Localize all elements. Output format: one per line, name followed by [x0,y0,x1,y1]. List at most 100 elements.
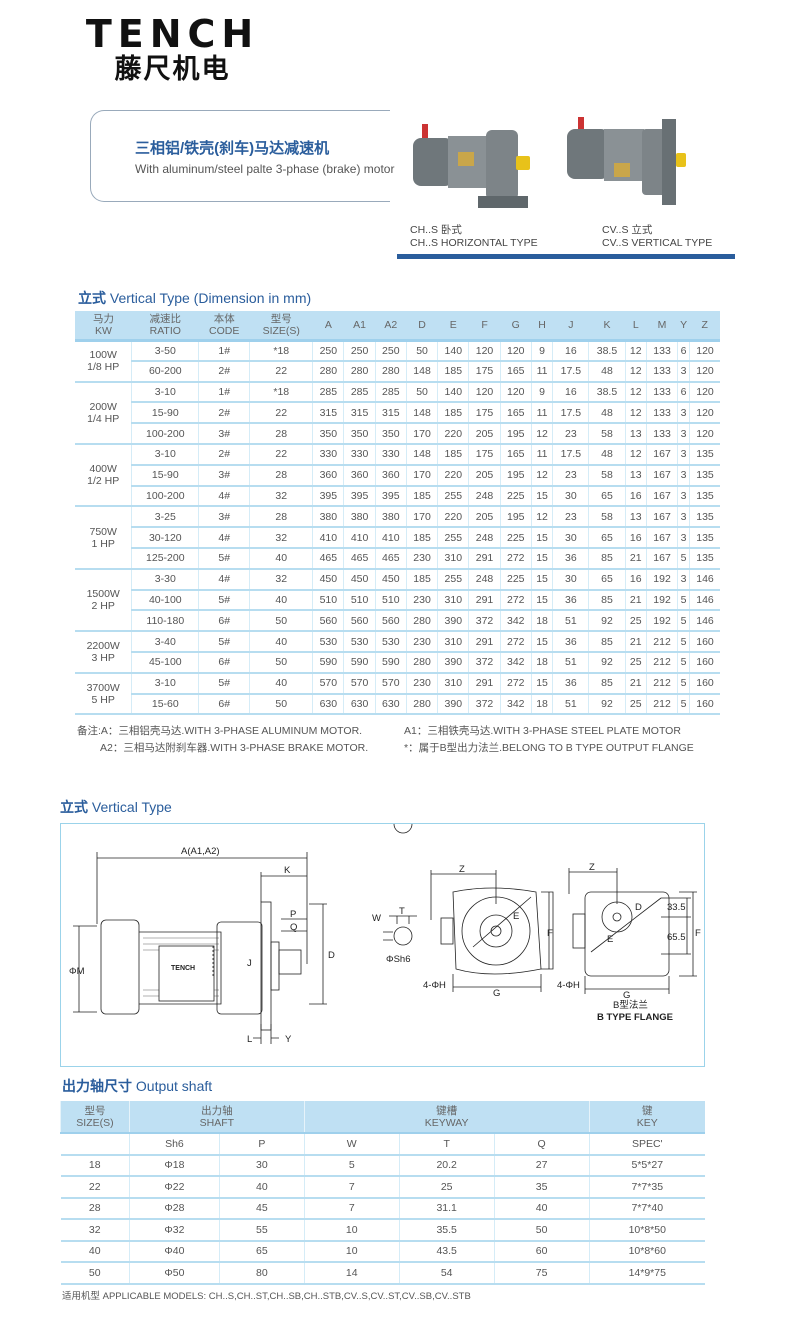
table-cell: 5 [303,1154,400,1177]
table-cell: 165 [499,402,532,425]
table-cell: 380 [343,506,376,529]
table-cell: 330 [343,443,376,466]
table-cell: 225 [499,527,532,549]
table-cell: 185 [405,568,438,591]
power-cell: 2200W 3 HP [75,631,132,674]
table-cell: 12 [624,381,647,404]
table-cell: 5 [677,672,690,695]
table-cell: 120 [499,340,532,362]
table-cell: 133 [645,360,678,383]
table-cell: 133 [645,340,678,362]
table-cell: 17.5 [552,443,589,466]
table-cell: 510 [374,589,407,612]
vertical-caption: CV..S 立式 CV..S VERTICAL TYPE [602,224,712,250]
table-cell: 120 [468,340,501,362]
table-cell: 22 [249,402,313,425]
label-a: A(A1,A2) [181,846,220,857]
table-cell: 12 [530,506,553,529]
table-cell: 6 [677,381,690,404]
table-cell: 530 [312,631,344,653]
banner-frame [90,110,390,202]
table-cell: 15 [530,485,553,508]
table-cell: 12 [624,443,647,466]
table-cell: 25 [398,1176,495,1199]
note-a: 备注:A：三相铝壳马达.WITH 3-PHASE ALUMINUM MOTOR. [77,725,363,737]
diagram-title: 立式 Vertical Type [60,797,172,817]
table-cell: 465 [343,547,376,570]
table-cell: 3 [677,402,690,425]
table-cell: 140 [437,381,469,404]
table-cell: 272 [499,547,532,570]
table-cell: 4# [198,485,250,508]
table-cell: 160 [689,651,720,674]
output-shaft-table: 型号 SIZE(S) 出力轴 SHAFT 键槽 KEYWAY 键 KEY Sh6 P W T Q… [60,1101,705,1285]
dimension-table-title: 立式 Vertical Type (Dimension in mm) [78,288,311,308]
table-cell: 15 [530,631,553,653]
table-cell: 465 [374,547,407,570]
table-cell: 58 [588,464,626,487]
table-cell: 7*7*40 [588,1197,705,1220]
table-row: 32 Φ32 55 10 35.5 50 10*8*50 [60,1219,705,1242]
column-header: 本体 CODE [198,311,250,342]
dimension-table: 马力 KW 减速比 RATIO 本体 CODE 型号 SIZE(S) A A1 A2 D E F G H J K L… [75,311,720,716]
table-cell: 380 [374,506,407,529]
column-header: G [500,311,532,342]
table-cell: 372 [468,693,501,716]
table-cell: 342 [499,651,532,674]
table-cell: 342 [499,693,532,716]
table-cell: 390 [437,693,469,716]
logo-text-cn: 藤尺机电 [114,54,231,84]
table-cell: 38.5 [588,381,626,404]
table-cell: 280 [312,360,344,383]
table-cell: 2# [198,360,250,383]
table-cell: 212 [645,651,678,674]
table-cell: 195 [499,464,532,487]
table-cell: 48 [588,360,626,383]
table-cell: 255 [437,485,469,508]
note-a2: A2：三相马达附刹车器.WITH 3-PHASE BRAKE MOTOR. [100,742,369,754]
table-cell: 360 [374,464,407,487]
label-h-b: 4-ΦH [557,980,580,991]
table-row: 100-200 4# 32 395 395 395 185 255 248 225 15 30 65 16… [75,485,720,508]
label-k: K [284,865,291,876]
table-cell: 16 [624,527,647,549]
column-header: Y [677,311,690,342]
table-cell: 15-90 [131,464,199,487]
table-cell: 120 [689,340,720,362]
table-cell: 50 [249,610,313,633]
table-cell: 360 [312,464,344,487]
table-cell: 590 [374,651,407,674]
shaft-section-drawing [383,814,417,946]
label-g: G [493,988,500,999]
label-sh6: ΦSh6 [386,954,410,965]
horizontal-caption-cn: CH..S 卧式 [410,224,462,236]
table-cell: 18 [530,651,553,674]
table-cell: 21 [624,589,647,612]
table-cell: 315 [312,402,344,425]
motor-logo-text: TENCH [171,965,195,972]
table-cell: 20.2 [398,1154,495,1177]
table-cell: 65 [218,1240,305,1263]
table-cell: 51 [552,610,589,633]
table-cell: 10 [303,1219,400,1242]
table-cell: 310 [437,547,469,570]
shaft-title-en: Output shaft [135,1078,213,1094]
table-cell: 120 [468,381,501,404]
table-cell: 212 [645,672,678,695]
table-cell: 167 [645,527,678,549]
note-a1: A1：三相铁壳马达.WITH 3-PHASE STEEL PLATE MOTOR [404,725,681,737]
table-cell: 32 [249,527,313,549]
shaft-title-cn: 出力轴尺寸 [62,1078,132,1094]
label-33-5: 33.5 [667,902,686,913]
table-cell: 315 [374,402,407,425]
table-cell: 110-180 [131,610,199,633]
table-cell: 14*9*75 [588,1262,705,1285]
table-cell: 32 [249,568,313,591]
table-cell: 5 [677,610,690,633]
table-cell: 272 [499,589,532,612]
table-cell: 21 [624,547,647,570]
table-cell: 140 [437,340,469,362]
header-key: 键 KEY [588,1101,705,1134]
table-cell: 92 [588,693,626,716]
table-cell: 27 [493,1154,590,1177]
